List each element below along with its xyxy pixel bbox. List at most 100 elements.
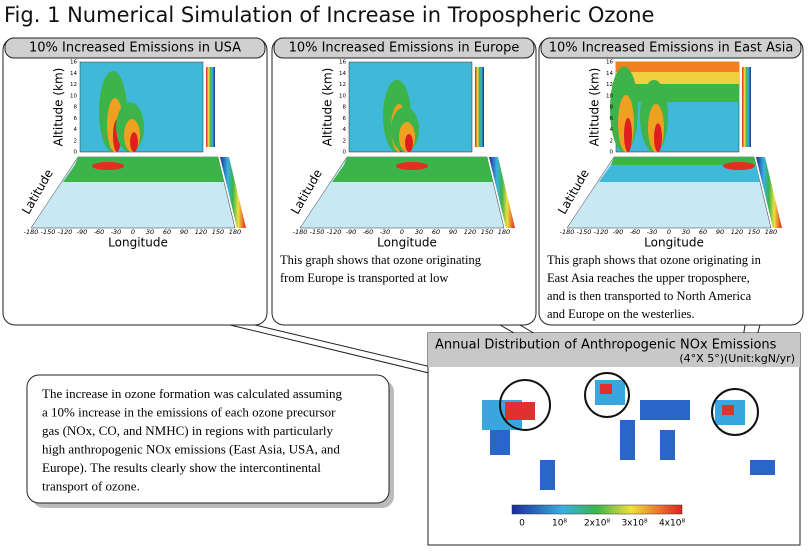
longitude-tick: -90: [613, 228, 624, 236]
longitude-tick: 0: [667, 228, 671, 236]
longitude-tick: 0: [400, 228, 404, 236]
description-line: East Asia reaches the upper troposphere,: [547, 271, 750, 285]
note-line: gas (NOx, CO, and NMHC) in regions with …: [42, 423, 334, 438]
contour: [654, 123, 662, 152]
lat-map-band: [332, 165, 493, 182]
longitude-label: Longitude: [377, 236, 437, 250]
panel-tab: [540, 37, 802, 59]
contour: [624, 117, 632, 152]
longitude-tick: 90: [716, 228, 724, 236]
panel-title: 10% Increased Emissions in East Asia: [549, 41, 794, 56]
altitude-tick: 8: [74, 105, 78, 111]
longitude-label: Longitude: [644, 236, 704, 250]
longitude-tick: 120: [731, 228, 743, 236]
longitude-tick: 150: [212, 228, 224, 236]
longitude-tick: -150: [577, 228, 592, 236]
altitude-tick: 14: [339, 71, 346, 77]
lat-map-band: [611, 157, 756, 165]
altitude-tick: 0: [74, 150, 78, 156]
lat-map-band: [599, 165, 760, 182]
colorbar-label: 0: [519, 519, 525, 529]
longitude-tick: -60: [94, 228, 105, 236]
altitude-label: Altitude (km): [321, 68, 335, 147]
colorbar-label: 2x10⁸: [584, 519, 611, 529]
lat-map-peak: [723, 162, 755, 170]
description-line: This graph shows that ozone originating: [280, 253, 482, 267]
lat-colorbar: [756, 157, 782, 228]
altitude-tick: 10: [339, 93, 346, 99]
contour: [405, 134, 413, 152]
longitude-tick: 180: [229, 228, 241, 236]
longitude-tick: 30: [415, 228, 423, 236]
longitude-tick: -120: [594, 228, 609, 236]
note-line: high anthropogenic NOx emissions (East A…: [42, 441, 340, 456]
colorbar-label: 10⁸: [552, 519, 567, 529]
map-subtitle: (4°X 5°)(Unit:kgN/yr): [679, 352, 795, 365]
longitude-tick: -120: [327, 228, 342, 236]
longitude-tick: 60: [432, 228, 440, 236]
longitude-tick: 30: [682, 228, 690, 236]
description-line: and Europe on the westerlies.: [547, 307, 695, 321]
longitude-tick: -90: [346, 228, 357, 236]
emission-map: Annual Distribution of Anthropogenic NOx…: [427, 332, 801, 546]
longitude-tick: 90: [449, 228, 457, 236]
lat-map-peak: [396, 162, 428, 170]
longitude-tick: -120: [58, 228, 73, 236]
note-line: Europe). The results clearly show the in…: [42, 460, 321, 475]
altitude-tick: 14: [70, 71, 77, 77]
panel-tab: [273, 37, 535, 59]
altitude-tick: 0: [343, 150, 347, 156]
longitude-tick: -30: [647, 228, 658, 236]
map-title: Annual Distribution of Anthropogenic NOx…: [435, 338, 777, 353]
altitude-tick: 4: [74, 127, 78, 133]
panel: 10% Increased Emissions in East Asia 0 2 4 6…: [538, 37, 804, 326]
contour: [130, 132, 138, 153]
altitude-tick: 12: [339, 82, 346, 88]
altitude-tick: 14: [606, 71, 613, 77]
altitude-tick: 0: [610, 150, 614, 156]
altitude-tick: 2: [74, 138, 78, 144]
altitude-tick: 4: [343, 127, 347, 133]
longitude-tick: 30: [146, 228, 154, 236]
colorbar-label: 4x10⁸: [659, 519, 686, 529]
description-line: and is then transported to North America: [547, 289, 752, 303]
longitude-tick: 150: [481, 228, 493, 236]
lat-map-peak: [92, 162, 124, 170]
altitude-tick: 12: [70, 82, 77, 88]
longitude-tick: -150: [310, 228, 325, 236]
altitude-tick: 16: [70, 60, 77, 66]
note-line: transport of ozone.: [42, 478, 140, 493]
altitude-tick: 2: [610, 138, 614, 144]
altitude-label: Altitude (km): [588, 68, 602, 147]
note-box: [26, 374, 390, 504]
longitude-tick: -30: [380, 228, 391, 236]
panel-title: 10% Increased Emissions in Europe: [289, 41, 520, 56]
longitude-tick: 60: [699, 228, 707, 236]
altitude-tick: 6: [610, 116, 614, 122]
longitude-tick: -180: [560, 228, 575, 236]
note-line: a 10% increase in the emissions of each …: [42, 404, 336, 419]
longitude-tick: 120: [464, 228, 476, 236]
panel: 10% Increased Emissions in Europe 0 2 4 6 8 10…: [271, 37, 537, 326]
longitude-tick: 180: [765, 228, 777, 236]
altitude-tick: 6: [74, 116, 78, 122]
altitude-tick: 16: [606, 60, 613, 66]
longitude-tick: -180: [293, 228, 308, 236]
altitude-tick: 2: [343, 138, 347, 144]
altitude-tick: 16: [339, 60, 346, 66]
longitude-tick: -180: [24, 228, 39, 236]
figure-title: Fig. 1 Numerical Simulation of Increase …: [4, 3, 654, 27]
panel-title: 10% Increased Emissions in USA: [29, 41, 241, 56]
altitude-tick: 6: [343, 116, 347, 122]
panel-tab: [4, 37, 266, 59]
altitude-tick: 8: [343, 105, 347, 111]
contour: [616, 62, 739, 72]
longitude-tick: 0: [131, 228, 135, 236]
panel: 10% Increased Emissions in USA 0 2 4 6 8 10 12 1…: [2, 37, 268, 326]
lat-colorbar: [220, 157, 246, 228]
altitude-tick: 10: [70, 93, 77, 99]
longitude-tick: -150: [41, 228, 56, 236]
description-line: from Europe is transported at low: [280, 271, 448, 285]
altitude-tick: 12: [606, 82, 613, 88]
